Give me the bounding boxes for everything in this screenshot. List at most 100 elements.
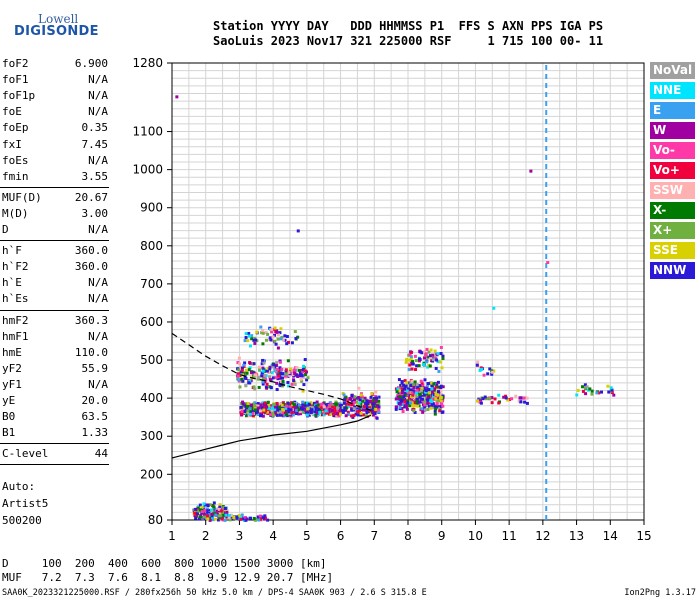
echo-point bbox=[338, 402, 342, 406]
echo-point bbox=[506, 398, 510, 402]
echo-point bbox=[269, 386, 273, 390]
echo-point bbox=[261, 382, 265, 386]
y-tick-label: 1000 bbox=[132, 163, 163, 177]
echo-point bbox=[370, 399, 374, 403]
echo-point bbox=[265, 369, 269, 373]
echo-point bbox=[436, 380, 440, 384]
echo-point bbox=[334, 402, 338, 406]
echo-point bbox=[268, 336, 272, 340]
echo-point bbox=[433, 404, 437, 408]
echo-point bbox=[352, 398, 356, 402]
echo-point bbox=[396, 387, 400, 391]
echo-point bbox=[237, 368, 241, 372]
echo-point bbox=[298, 374, 302, 378]
echo-point bbox=[320, 402, 324, 406]
echo-point bbox=[286, 380, 290, 384]
echo-point bbox=[273, 326, 277, 330]
echo-point bbox=[377, 408, 381, 412]
echo-point bbox=[246, 339, 250, 343]
echo-point bbox=[434, 397, 438, 401]
echo-point bbox=[237, 517, 241, 521]
echo-point bbox=[432, 390, 436, 394]
echo-point bbox=[200, 510, 204, 514]
echo-point bbox=[426, 365, 430, 369]
echo-point bbox=[260, 362, 264, 366]
parameter-row: foF1p N/A bbox=[2, 89, 108, 105]
echo-point bbox=[241, 517, 245, 521]
echo-point bbox=[244, 332, 248, 336]
echo-point bbox=[250, 403, 254, 407]
echo-point bbox=[240, 366, 244, 370]
echo-point bbox=[240, 412, 244, 416]
echo-point bbox=[223, 506, 227, 510]
echo-point bbox=[546, 261, 550, 265]
echo-point bbox=[403, 379, 407, 383]
autoscaler-version: 500200 bbox=[2, 514, 42, 527]
echo-point bbox=[218, 512, 222, 516]
echo-point bbox=[224, 513, 228, 517]
parameter-row: D N/A bbox=[2, 223, 108, 239]
echo-point bbox=[208, 518, 212, 522]
echo-point bbox=[287, 340, 291, 344]
echo-point bbox=[281, 372, 285, 376]
echo-point bbox=[486, 372, 490, 376]
echo-point bbox=[242, 363, 246, 367]
echo-point bbox=[276, 406, 280, 410]
echo-point bbox=[278, 410, 282, 414]
echo-point bbox=[273, 411, 277, 415]
echo-point bbox=[352, 401, 356, 405]
echo-point bbox=[374, 403, 378, 407]
echo-point bbox=[238, 385, 242, 389]
echo-point bbox=[299, 369, 303, 373]
echo-point bbox=[298, 371, 302, 375]
echo-point bbox=[475, 399, 479, 403]
echo-point bbox=[422, 393, 426, 397]
echo-point bbox=[304, 372, 308, 376]
echo-point bbox=[273, 339, 277, 343]
echo-point bbox=[396, 393, 400, 397]
echo-point bbox=[583, 383, 587, 387]
y-tick-label: 700 bbox=[140, 277, 163, 291]
echo-point bbox=[284, 403, 288, 407]
echo-point bbox=[270, 371, 274, 375]
echo-point bbox=[375, 416, 379, 420]
echo-point bbox=[303, 369, 307, 373]
echo-point bbox=[269, 338, 273, 342]
echo-point bbox=[221, 517, 225, 521]
echo-point bbox=[253, 341, 257, 345]
echo-point bbox=[275, 363, 279, 367]
echo-point bbox=[268, 367, 272, 371]
echo-point bbox=[342, 401, 346, 405]
echo-point bbox=[435, 385, 439, 389]
legend-item: Vo- bbox=[650, 142, 695, 159]
echo-point bbox=[400, 406, 404, 410]
echo-point bbox=[490, 396, 494, 400]
echo-point bbox=[240, 513, 244, 517]
echo-point bbox=[424, 389, 428, 393]
echo-point bbox=[419, 400, 423, 404]
echo-point bbox=[575, 393, 579, 397]
echo-point bbox=[236, 374, 240, 378]
echo-point bbox=[479, 401, 483, 405]
echo-point bbox=[576, 388, 580, 392]
parameter-row: B0 63.5 bbox=[2, 410, 108, 426]
echo-point bbox=[374, 407, 378, 411]
echo-point bbox=[219, 517, 223, 521]
echo-point bbox=[271, 365, 275, 369]
echo-point bbox=[244, 414, 248, 418]
echo-point bbox=[374, 394, 378, 398]
echo-point bbox=[415, 383, 419, 387]
parameter-value: 20.0 bbox=[81, 394, 109, 407]
echo-point bbox=[364, 414, 368, 418]
parameter-divider bbox=[0, 464, 109, 466]
echo-point bbox=[264, 331, 268, 335]
echo-point bbox=[241, 379, 245, 383]
echo-point bbox=[402, 395, 406, 399]
echo-point bbox=[219, 509, 223, 513]
echo-point bbox=[194, 516, 198, 520]
echo-point bbox=[257, 365, 261, 369]
echo-point bbox=[250, 406, 254, 410]
y-tick-label: 200 bbox=[140, 467, 163, 481]
echo-point bbox=[232, 515, 236, 519]
echo-point bbox=[504, 394, 508, 398]
